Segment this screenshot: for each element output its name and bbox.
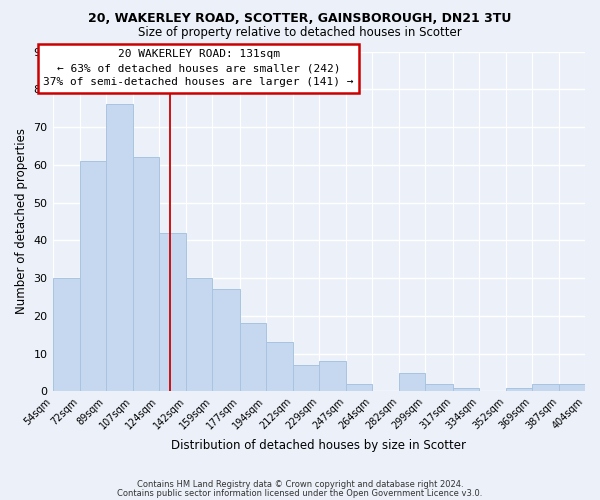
Bar <box>53 278 80 392</box>
Bar <box>80 161 106 392</box>
Bar <box>532 384 559 392</box>
Text: Contains HM Land Registry data © Crown copyright and database right 2024.: Contains HM Land Registry data © Crown c… <box>137 480 463 489</box>
Bar <box>106 104 133 392</box>
Bar <box>159 233 187 392</box>
Bar <box>187 278 212 392</box>
Y-axis label: Number of detached properties: Number of detached properties <box>15 128 28 314</box>
Bar <box>266 342 293 392</box>
Bar <box>133 157 159 392</box>
Text: Size of property relative to detached houses in Scotter: Size of property relative to detached ho… <box>138 26 462 39</box>
Bar <box>506 388 532 392</box>
Bar <box>239 324 266 392</box>
Bar <box>452 388 479 392</box>
Bar <box>319 361 346 392</box>
Bar <box>293 365 319 392</box>
Bar <box>425 384 452 392</box>
Bar <box>559 384 585 392</box>
Bar <box>212 290 239 392</box>
Bar <box>400 372 425 392</box>
Bar <box>346 384 372 392</box>
Text: Contains public sector information licensed under the Open Government Licence v3: Contains public sector information licen… <box>118 488 482 498</box>
Text: 20 WAKERLEY ROAD: 131sqm
← 63% of detached houses are smaller (242)
37% of semi-: 20 WAKERLEY ROAD: 131sqm ← 63% of detach… <box>43 50 354 88</box>
X-axis label: Distribution of detached houses by size in Scotter: Distribution of detached houses by size … <box>171 440 466 452</box>
Text: 20, WAKERLEY ROAD, SCOTTER, GAINSBOROUGH, DN21 3TU: 20, WAKERLEY ROAD, SCOTTER, GAINSBOROUGH… <box>88 12 512 26</box>
